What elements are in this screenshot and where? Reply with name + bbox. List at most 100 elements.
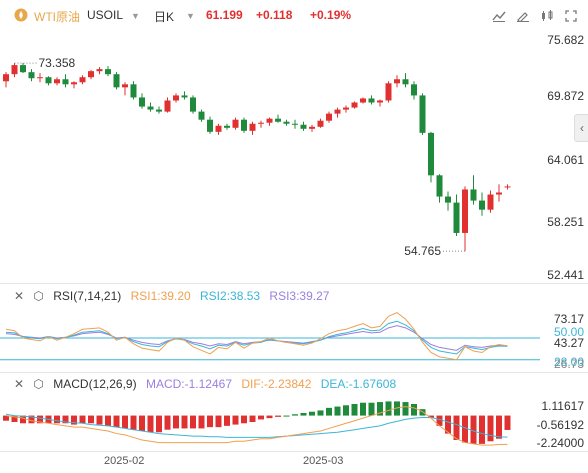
macd-histogram-bar [54,415,60,424]
macd-histogram-bar [130,415,137,430]
candlestick-chart[interactable]: 73.358 54.765 [0,30,588,282]
candle-body [20,65,26,73]
macd-histogram-bar [62,415,69,424]
candle-body [88,71,94,78]
timeframe-selector[interactable]: 日K [154,10,175,24]
candle-body [283,121,290,124]
macd-histogram-bar [462,415,468,443]
macd-histogram-bar [156,415,162,433]
macd-histogram-bar [71,415,77,425]
close-icon[interactable]: ✕ [14,289,25,303]
candle-body [54,79,60,84]
macd-histogram-bar [326,407,332,416]
draw-tool-icon[interactable] [514,7,532,24]
chart-header: WTI原油 USOIL ▼ 日K ▼ 61.199 +0.118 +0.19% [0,0,588,30]
rsi-axis-label: 73.17 [553,312,584,326]
settings-icon[interactable]: ⬡ [33,377,44,391]
candle-body [479,200,485,210]
rsi1-value: RSI1:39.20 [130,289,191,303]
candle-body [300,124,307,129]
candle-body [351,102,358,108]
candle-body [232,119,239,128]
candle-body [402,79,409,85]
candle-body [28,72,35,79]
rsi-axis-label: 50.00 [553,325,584,339]
macd-histogram-bar [181,415,188,429]
candle-body [377,100,383,103]
macd-histogram-bar [419,409,426,416]
macd-histogram-bar [275,415,281,417]
settings-icon[interactable]: ⬡ [33,289,44,303]
candle-body [79,77,86,83]
macd-divider [0,372,588,373]
rsi2-value: RSI2:38.53 [200,289,261,303]
rsi-header: ✕ ⬡ RSI(7,14,21) RSI1:39.20 RSI2:38.53 R… [14,289,335,305]
macd-histogram-bar [241,415,247,424]
macd-histogram-bar [292,414,298,416]
candle-body [207,119,213,132]
macd-histogram-bar [504,415,511,430]
dif-line [5,406,508,446]
candle-body [224,125,230,128]
expand-panel-button[interactable]: ‹ [574,114,588,142]
candle-body [436,175,443,197]
macd-histogram-bar [343,405,349,416]
macd-value: MACD:-1.12467 [145,377,232,391]
candle-body [173,95,179,101]
candle-body [275,118,281,122]
macd-histogram-bar [428,415,434,419]
candle-body [462,189,468,233]
rsi-divider [0,283,588,284]
timeframe-dropdown-icon[interactable]: ▼ [186,11,195,21]
rsi-chart[interactable] [0,305,588,371]
dea-line [5,413,508,438]
macd-histogram-bar [385,401,392,416]
symbol-code[interactable]: USOIL [87,8,124,22]
x-axis-label: 2025-02 [104,455,145,467]
macd-histogram-bar [79,415,86,424]
macd-histogram-bar [317,410,324,416]
price-change: +0.118 [256,8,293,22]
symbol-name[interactable]: WTI原油 [34,10,80,24]
price-change-percent: +0.19% [310,8,352,22]
macd-histogram-bar [436,415,443,426]
candle-body [45,77,52,84]
low-price-label: 54.765 [404,244,441,258]
chart-settings-icon[interactable] [490,7,508,24]
macd-chart[interactable] [0,393,588,451]
candle-body [139,97,145,107]
macd-title: MACD(12,26,9) [53,377,137,391]
symbol-dropdown-icon[interactable]: ▼ [131,11,140,21]
x-axis-divider [0,451,588,452]
macd-histogram-bar [402,402,409,416]
candle-body [428,132,434,176]
rsi1-line [5,312,508,361]
macd-histogram-bar [309,411,315,416]
close-icon[interactable]: ✕ [14,377,25,391]
price-axis-label: 58.251 [547,215,584,229]
macd-histogram-bar [224,415,230,426]
macd-histogram-bar [283,415,290,417]
macd-histogram-bar [37,415,43,424]
macd-histogram-bar [232,415,239,425]
dea-value: DEA:-1.67608 [320,377,397,391]
candle-body [215,125,222,132]
candle-body [445,196,451,203]
macd-histogram-bar [207,415,213,428]
macd-histogram-bar [11,415,18,422]
rsi-axis-label: 26.73 [553,357,584,371]
candle-body [113,74,120,88]
rsi-axis-label: 43.27 [553,336,584,350]
candle-body [181,95,188,98]
macd-histogram-bar [139,415,145,431]
indicator-icon[interactable] [538,7,556,24]
fullscreen-icon[interactable] [562,7,580,24]
candle-body [130,84,137,98]
macd-histogram-bar [96,415,103,425]
candle-body [309,126,315,129]
candle-body [394,79,400,84]
rsi-title: RSI(7,14,21) [53,289,122,303]
candle-body [71,82,77,85]
macd-histogram-bar [351,404,358,416]
price-axis-label: 64.061 [547,153,584,167]
